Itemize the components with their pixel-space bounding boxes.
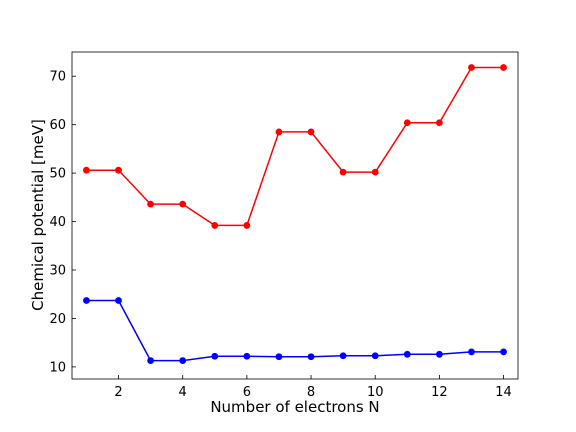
x-axis-label: Number of electrons N <box>210 398 379 416</box>
series-1-point <box>371 352 379 360</box>
y-tick-label: 10 <box>49 360 66 375</box>
series-1-point <box>275 353 283 361</box>
series-1-line <box>86 299 504 362</box>
x-tick-label: 4 <box>179 385 187 400</box>
series-0-point <box>147 200 155 208</box>
y-tick-label: 40 <box>49 215 66 230</box>
y-tick-label: 60 <box>49 118 66 133</box>
series-0-point <box>243 222 251 229</box>
series-layer <box>83 64 507 364</box>
series-0-point <box>339 168 347 176</box>
series-0-point <box>500 64 507 71</box>
series-1-point <box>435 350 443 358</box>
x-tick-label: 14 <box>495 385 512 400</box>
plot-frame <box>71 51 519 380</box>
series-1-point <box>211 352 219 360</box>
x-tick-label: 8 <box>307 385 315 400</box>
series-0-point <box>307 128 315 136</box>
tick-layer: 2 4 6 8 10 12 14 10 20 30 40 50 60 70 <box>49 70 511 400</box>
series-0-point <box>468 64 475 71</box>
y-tick-label: 50 <box>49 167 66 182</box>
series-0 <box>83 64 507 229</box>
series-0-point <box>179 200 187 208</box>
x-tick-label: 10 <box>367 385 384 400</box>
series-0-point <box>115 166 122 174</box>
y-tick-label: 70 <box>49 70 66 85</box>
series-0-point <box>211 222 219 229</box>
series-0-point <box>83 166 90 174</box>
series-1-point <box>179 357 187 364</box>
x-tick-label: 2 <box>114 385 122 400</box>
x-tick-label: 12 <box>431 385 448 400</box>
series-1-point <box>403 350 411 358</box>
series-1-point <box>307 353 315 361</box>
y-axis-label: Chemical potential [meV] <box>29 119 47 311</box>
series-1-point <box>339 352 347 360</box>
series-1-point <box>147 357 155 364</box>
series-0-point <box>403 119 411 127</box>
series-1 <box>83 297 507 364</box>
y-tick-label: 20 <box>49 312 66 327</box>
series-0-point <box>371 168 379 176</box>
series-0-point <box>435 119 443 127</box>
series-1-point <box>83 297 90 304</box>
series-1-point <box>243 352 251 360</box>
y-tick-label: 30 <box>49 264 66 279</box>
x-tick-label: 6 <box>243 385 251 400</box>
series-0-line <box>86 66 504 227</box>
series-1-point <box>115 297 122 304</box>
series-1-point <box>500 348 507 356</box>
series-0-point <box>275 128 283 136</box>
series-1-point <box>468 348 475 356</box>
